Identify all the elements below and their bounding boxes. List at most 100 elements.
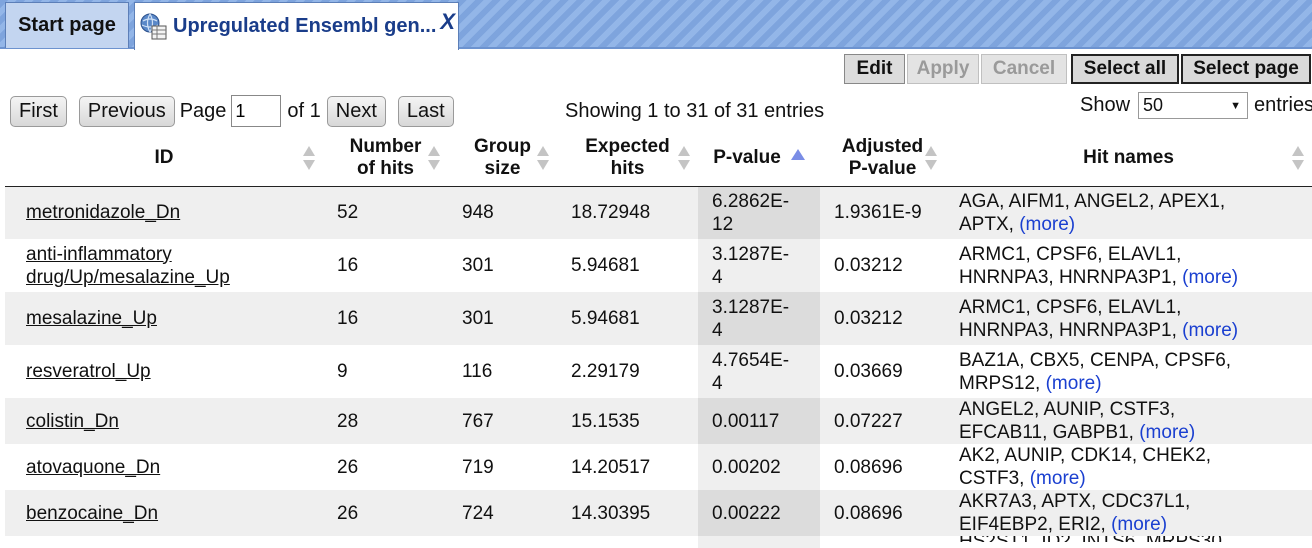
page-number-input[interactable] <box>231 95 282 127</box>
previous-page-button[interactable]: Previous <box>78 95 175 127</box>
tab-upregulated-ensembl-genes[interactable]: Upregulated Ensembl gen... X <box>134 2 459 50</box>
row-id-link[interactable]: mesalazine_Up <box>26 308 157 329</box>
row-hits: 16 <box>323 239 448 292</box>
row-p-value: 0.00222 <box>698 490 820 536</box>
column-header-id[interactable]: ID <box>5 130 323 187</box>
more-link[interactable]: (more) <box>1029 468 1086 489</box>
results-table: ID Number of hits Group size Expected hi… <box>5 130 1312 548</box>
row-group-size: 116 <box>448 345 557 398</box>
row-p-value: 3.1287E- 4 <box>698 292 820 345</box>
page-size-control: Show 50 ▼ entries <box>1080 92 1312 119</box>
row-id-link[interactable]: colistin_Dn <box>26 410 119 432</box>
row-group-size: 719 <box>448 444 557 490</box>
more-link[interactable]: (more) <box>1139 422 1196 443</box>
row-id-link[interactable]: resveratrol_Up <box>26 361 151 382</box>
more-link[interactable]: (more) <box>1019 213 1076 235</box>
page-size-select[interactable]: 50 ▼ <box>1138 92 1249 119</box>
apply-button[interactable]: Apply <box>907 54 979 84</box>
more-link[interactable]: (more) <box>1045 372 1102 394</box>
edit-toolbar: Edit Apply Cancel Select all Select page <box>844 54 1312 84</box>
row-expected-hits: 18.72948 <box>557 186 698 239</box>
tab-active-label: Upregulated Ensembl gen... <box>173 15 437 37</box>
row-p-value: 0.00117 <box>698 398 820 444</box>
row-expected-hits: 14.30395 <box>557 490 698 536</box>
table-row: mesalazine_Up 16 301 5.94681 3.1287E- 4 0… <box>5 292 1312 345</box>
table-row: anti-inflammatory drug/Up/mesalazine_Up 1… <box>5 239 1312 292</box>
row-adjusted-p-value: 0.03669 <box>820 345 945 398</box>
row-hits: 9 <box>323 345 448 398</box>
row-expected-hits: 14.20517 <box>557 444 698 490</box>
row-adjusted-p-value: 0.08696 <box>820 490 945 536</box>
show-label: Show <box>1080 94 1131 116</box>
row-adjusted-p-value: 0.03212 <box>820 292 945 345</box>
column-header-adjusted-p-value[interactable]: Adjusted P-value <box>820 130 945 187</box>
more-link[interactable]: (more) <box>1182 266 1239 288</box>
row-group-size: 301 <box>448 239 557 292</box>
sort-both-icon <box>428 145 440 170</box>
table-header-row: ID Number of hits Group size Expected hi… <box>5 130 1312 187</box>
entries-info: Showing 1 to 31 of 31 entries <box>565 100 825 122</box>
row-hit-names: ARMC1, CPSF6, ELAVL1, HNRNPA3, HNRNPA3P1,… <box>945 239 1312 292</box>
row-hits: 52 <box>323 186 448 239</box>
more-link[interactable]: (more) <box>1111 514 1168 535</box>
row-hit-names: AK2, AUNIP, CDK14, CHEK2, CSTF3, (more) <box>945 444 1312 490</box>
column-header-number-of-hits[interactable]: Number of hits <box>323 130 448 187</box>
table-row: HS2ST1, ID2, INTS6, MRPS30, <box>5 536 1312 548</box>
row-id-link[interactable]: metronidazole_Dn <box>26 202 181 224</box>
row-hit-names: ANGEL2, AUNIP, CSTF3, EFCAB11, GABPB1, (m… <box>945 398 1312 444</box>
column-header-group-size[interactable]: Group size <box>448 130 557 187</box>
row-hit-names: HS2ST1, ID2, INTS6, MRPS30, <box>945 536 1312 548</box>
column-header-p-value[interactable]: P-value <box>698 130 820 187</box>
pagination: First Previous Page of 1 Next Last <box>10 95 454 127</box>
row-hits: 28 <box>323 398 448 444</box>
row-id-link[interactable]: anti-inflammatory drug/Up/mesalazine_Up <box>26 243 230 288</box>
page-label: Page <box>179 99 227 122</box>
select-all-button[interactable]: Select all <box>1071 54 1179 84</box>
row-group-size: 767 <box>448 398 557 444</box>
row-p-value: 4.7654E- 4 <box>698 345 820 398</box>
column-header-hit-names[interactable]: Hit names <box>945 130 1312 187</box>
table-row: benzocaine_Dn 26 724 14.30395 0.00222 0.… <box>5 490 1312 536</box>
first-page-button[interactable]: First <box>10 95 67 127</box>
table-row: metronidazole_Dn 52 948 18.72948 6.2862E… <box>5 186 1312 239</box>
dropdown-arrow-icon: ▼ <box>1230 99 1242 112</box>
row-adjusted-p-value: 0.08696 <box>820 444 945 490</box>
page-count-label: of 1 <box>287 99 321 122</box>
next-page-button[interactable]: Next <box>326 95 386 127</box>
row-hit-names: ARMC1, CPSF6, ELAVL1, HNRNPA3, HNRNPA3P1,… <box>945 292 1312 345</box>
row-expected-hits: 5.94681 <box>557 239 698 292</box>
globe-table-icon <box>139 12 169 42</box>
row-hits: 26 <box>323 444 448 490</box>
row-p-value: 0.00202 <box>698 444 820 490</box>
row-group-size: 948 <box>448 186 557 239</box>
table-row: colistin_Dn 28 767 15.1535 0.00117 0.072… <box>5 398 1312 444</box>
tab-start-page-label: Start page <box>18 14 116 36</box>
column-header-expected-hits[interactable]: Expected hits <box>557 130 698 187</box>
row-hit-names: BAZ1A, CBX5, CENPA, CPSF6, MRPS12, (more) <box>945 345 1312 398</box>
sort-both-icon <box>303 145 315 170</box>
row-adjusted-p-value: 0.07227 <box>820 398 945 444</box>
last-page-button[interactable]: Last <box>397 95 454 127</box>
row-id-link[interactable]: benzocaine_Dn <box>26 502 159 524</box>
sort-both-icon <box>925 145 937 170</box>
row-p-value: 6.2862E- 12 <box>698 186 820 239</box>
entries-label: entries <box>1254 94 1312 116</box>
row-hit-names: AKR7A3, APTX, CDC37L1, EIF4EBP2, ERI2, (m… <box>945 490 1312 536</box>
close-tab-icon[interactable]: X <box>440 9 455 34</box>
sort-both-icon <box>537 145 549 170</box>
row-expected-hits: 2.29179 <box>557 345 698 398</box>
edit-button[interactable]: Edit <box>844 54 905 84</box>
row-group-size: 301 <box>448 292 557 345</box>
sort-ascending-icon <box>790 148 805 160</box>
row-expected-hits: 5.94681 <box>557 292 698 345</box>
sort-both-icon <box>678 145 690 170</box>
row-hit-names: AGA, AIFM1, ANGEL2, APEX1, APTX, (more) <box>945 186 1312 239</box>
cancel-button[interactable]: Cancel <box>981 54 1067 84</box>
row-id-link[interactable]: atovaquone_Dn <box>26 456 161 478</box>
table-row: resveratrol_Up 9 116 2.29179 4.7654E- 4 0… <box>5 345 1312 398</box>
row-adjusted-p-value: 1.9361E-9 <box>820 186 945 239</box>
row-expected-hits: 15.1535 <box>557 398 698 444</box>
tab-start-page[interactable]: Start page <box>5 2 129 48</box>
select-page-button[interactable]: Select page <box>1181 54 1311 84</box>
more-link[interactable]: (more) <box>1182 319 1239 341</box>
